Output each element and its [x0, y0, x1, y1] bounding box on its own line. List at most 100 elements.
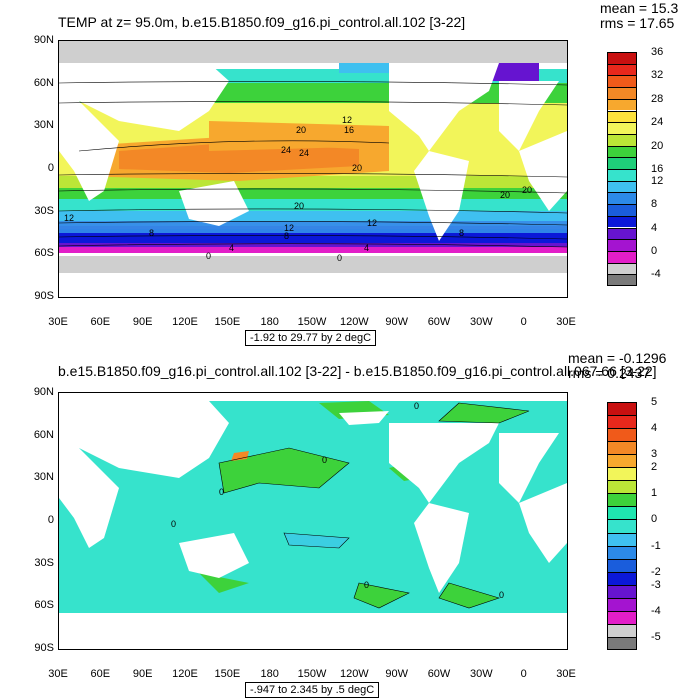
colorbar-swatch: [607, 169, 637, 181]
colorbar-label: -4: [651, 268, 661, 281]
colorbar-swatch: [607, 584, 637, 598]
contour-label: 8: [149, 228, 154, 238]
colorbar-swatch: [607, 250, 637, 263]
x-tick-label: 30W: [470, 316, 493, 328]
top-chart-title: TEMP at z= 95.0m, b.e15.B1850.f09_g16.pi…: [58, 14, 466, 30]
colorbar-label: -4: [651, 604, 661, 617]
x-tick-label: 90W: [385, 316, 408, 328]
colorbar-label: 12: [651, 174, 664, 187]
colorbar-swatch: [607, 415, 637, 429]
colorbar-swatch: [607, 493, 637, 507]
y-tick-label: 90S: [34, 642, 54, 654]
top-rms-stat: rms = 17.65: [600, 15, 675, 31]
x-tick-label: 150W: [297, 316, 327, 328]
bottom-map-svg: 0 0 0 0 0 0: [59, 393, 567, 649]
x-tick-label: 30E: [556, 316, 576, 328]
bottom-rms-stat: rms = 0.2437: [568, 365, 651, 381]
bottom-chart-title: b.e15.B1850.f09_g16.pi_control.all.102 […: [58, 363, 657, 379]
colorbar-label: 1: [651, 487, 658, 500]
contour-label: 12: [284, 223, 294, 233]
colorbar-swatch: [607, 227, 637, 240]
x-tick-label: 180: [260, 668, 279, 680]
colorbar-swatch: [607, 506, 637, 520]
y-tick-label: 90N: [33, 386, 54, 398]
y-tick-label: 30S: [34, 556, 54, 569]
colorbar-swatch: [607, 480, 637, 494]
colorbar-swatch: [607, 145, 637, 158]
colorbar-label: -1: [651, 539, 661, 552]
colorbar-swatch: [607, 454, 637, 468]
contour-label: 20: [352, 163, 362, 173]
top-map-svg: 20 24 12 16 12 20 20 20 12 8 8 12 8 4 0 …: [59, 41, 567, 297]
x-tick-label: 90W: [385, 668, 408, 680]
colorbar-label: 5: [651, 396, 658, 408]
top-mean-stat: mean = 15.3: [600, 0, 679, 16]
contour-label: 20: [500, 190, 510, 200]
colorbar-swatch: [607, 532, 637, 546]
y-tick-label: 60S: [34, 599, 54, 612]
colorbar-label: 20: [651, 139, 664, 152]
contour-label: 16: [344, 125, 354, 135]
y-tick-label: 60N: [33, 428, 54, 441]
x-tick-label: 150W: [297, 668, 327, 680]
colorbar-swatch: [607, 467, 637, 481]
x-tick-label: 60E: [90, 316, 111, 328]
top-colorbar: 36 32 28 24 20 16 12 8 4 0 -4: [607, 46, 663, 286]
top-chart-panel: TEMP at z= 95.0m, b.e15.B1850.f09_g16.pi…: [33, 0, 679, 346]
colorbar-label: 4: [651, 422, 658, 435]
contour-label: 24: [281, 145, 291, 155]
x-tick-label: 150E: [214, 668, 241, 680]
x-tick-label: 150E: [214, 316, 241, 328]
x-tick-label: 120W: [339, 668, 369, 680]
colorbar-swatch: [607, 87, 637, 99]
top-range-note: -1.92 to 29.77 by 2 degC: [245, 330, 377, 346]
bottom-map: 0 0 0 0 0 0: [58, 392, 568, 650]
contour-label: 0: [171, 519, 176, 529]
bottom-mean-stat: mean = -0.1296: [568, 350, 667, 366]
contour-label: 20: [296, 125, 306, 135]
contour-label: 0: [322, 455, 327, 465]
x-tick-label: 60W: [427, 668, 451, 680]
contour-label: 8: [459, 228, 464, 238]
x-tick-label: 90E: [132, 316, 153, 328]
colorbar-swatch: [607, 571, 637, 585]
colorbar-label: 36: [651, 46, 664, 58]
colorbar-swatch: [607, 215, 637, 228]
colorbar-frame: [607, 402, 637, 650]
colorbar-swatch: [607, 157, 637, 169]
colorbar-swatch: [607, 545, 637, 559]
x-tick-label: 0: [520, 668, 527, 680]
colorbar-label: 32: [651, 69, 664, 82]
colorbar-swatch: [607, 610, 637, 624]
contour-label: 0: [364, 580, 369, 590]
x-tick-label: 120W: [339, 316, 369, 328]
colorbar-swatch: [607, 122, 637, 134]
colorbar-frame: [607, 52, 637, 286]
x-tick-label: 120E: [172, 316, 198, 328]
colorbar-swatch: [607, 623, 637, 637]
x-tick-label: 30E: [48, 668, 68, 680]
contour-label: 0: [206, 251, 211, 261]
contour-label: 24: [299, 148, 309, 158]
y-tick-label: 90N: [33, 34, 54, 46]
contour-label: 12: [367, 218, 377, 228]
colorbar-swatch: [607, 63, 637, 76]
colorbar-swatch: [607, 274, 637, 286]
colorbar-label: 8: [651, 198, 658, 211]
x-tick-label: 30W: [470, 668, 493, 680]
contour-label: 4: [364, 243, 369, 253]
contour-label: 0: [219, 487, 224, 497]
x-tick-label: 120E: [172, 668, 198, 680]
x-tick-label: 30E: [556, 668, 576, 680]
y-tick-label: 90S: [34, 290, 54, 302]
x-tick-label: 60W: [427, 316, 451, 328]
x-tick-label: 60E: [90, 668, 111, 680]
contour-label: 20: [522, 185, 532, 195]
colorbar-label: 4: [651, 221, 658, 234]
contour-label: 12: [64, 213, 74, 223]
x-tick-label: 30E: [48, 316, 68, 328]
colorbar-swatch: [607, 597, 637, 611]
bottom-range-note: -.947 to 2.345 by .5 degC: [245, 682, 380, 698]
y-tick-label: 30N: [33, 471, 54, 484]
contour-label: 0: [337, 253, 342, 263]
